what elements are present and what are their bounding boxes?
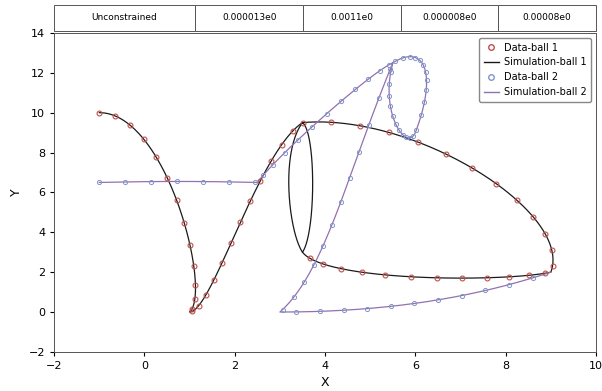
Bar — [54, 5, 195, 31]
Y-axis label: Y: Y — [10, 188, 23, 196]
X-axis label: X: X — [321, 377, 329, 389]
Text: 0.0011e0: 0.0011e0 — [330, 13, 374, 22]
Bar — [401, 5, 498, 31]
Legend: Data-ball 1, Simulation-ball 1, Data-ball 2, Simulation-ball 2: Data-ball 1, Simulation-ball 1, Data-bal… — [479, 38, 591, 102]
Text: 0.00008e0: 0.00008e0 — [523, 13, 571, 22]
Bar — [498, 5, 596, 31]
Bar — [195, 5, 303, 31]
Text: 0.000013e0: 0.000013e0 — [222, 13, 276, 22]
Text: Unconstrained: Unconstrained — [92, 13, 158, 22]
Bar — [303, 5, 401, 31]
Text: 0.000008e0: 0.000008e0 — [423, 13, 477, 22]
